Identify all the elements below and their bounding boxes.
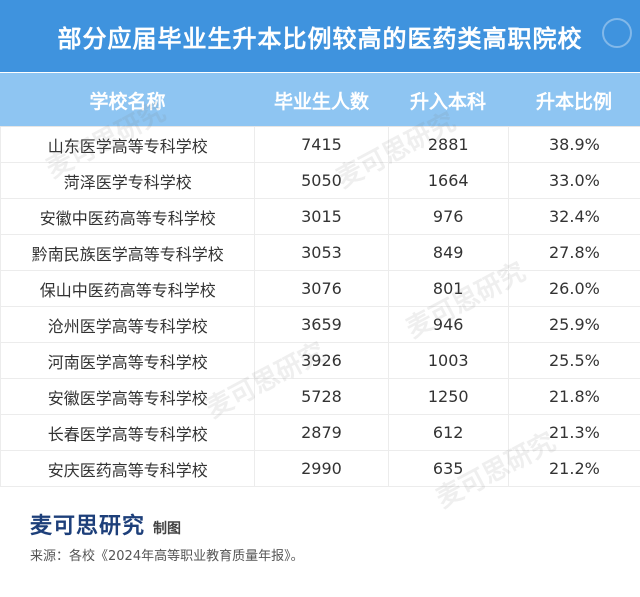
table-row: 保山中医药高等专科学校 3076 801 26.0% <box>0 271 640 307</box>
cell-upgrade: 849 <box>389 235 509 270</box>
cell-school: 保山中医药高等专科学校 <box>0 271 256 306</box>
header-upgrade: 升入本科 <box>409 90 486 113</box>
cell-ratio: 27.8% <box>549 243 600 262</box>
cell-ratio: 38.9% <box>549 135 600 154</box>
cell-upgrade: 1664 <box>389 163 509 198</box>
cell-graduates: 2990 <box>255 451 389 486</box>
cell-school: 沧州医学高等专科学校 <box>0 307 256 342</box>
cell-school: 山东医学高等专科学校 <box>0 127 256 162</box>
table-body: 山东医学高等专科学校 7415 2881 38.9% 菏泽医学专科学校 5050 1664 3… <box>0 126 640 487</box>
cell-ratio: 33.0% <box>549 171 600 190</box>
cell-school: 安徽中医药高等专科学校 <box>0 199 256 234</box>
cell-ratio: 21.3% <box>549 423 600 442</box>
table-row: 沧州医学高等专科学校 3659 946 25.9% <box>0 307 640 343</box>
cell-graduates: 7415 <box>255 127 389 162</box>
cell-upgrade: 2881 <box>389 127 509 162</box>
table-row: 长春医学高等专科学校 2879 612 21.3% <box>0 415 640 451</box>
cell-school: 安庆医药高等专科学校 <box>0 451 256 486</box>
cell-graduates: 5728 <box>255 379 389 414</box>
cell-school: 长春医学高等专科学校 <box>0 415 256 450</box>
source-note: 来源：各校《2024年高等职业教育质量年报》。 <box>30 549 304 564</box>
cell-upgrade: 976 <box>389 199 509 234</box>
cell-ratio: 21.2% <box>549 459 600 478</box>
cell-graduates: 3015 <box>255 199 389 234</box>
header-ratio: 升本比例 <box>535 90 612 113</box>
cell-graduates: 5050 <box>255 163 389 198</box>
cell-upgrade: 1003 <box>389 343 509 378</box>
brand-name: 麦可思研究 <box>30 514 146 539</box>
page-title: 部分应届毕业生升本比例较高的医药类高职院校 <box>57 24 583 53</box>
cell-upgrade: 946 <box>389 307 509 342</box>
cell-school: 河南医学高等专科学校 <box>0 343 256 378</box>
table-row: 安庆医药高等专科学校 2990 635 21.2% <box>0 451 640 487</box>
table-row: 河南医学高等专科学校 3926 1003 25.5% <box>0 343 640 379</box>
cell-ratio: 26.0% <box>549 279 600 298</box>
header-graduates: 毕业生人数 <box>273 90 369 113</box>
corner-logo-icon <box>602 18 632 48</box>
cell-school: 菏泽医学专科学校 <box>0 163 256 198</box>
cell-ratio: 25.9% <box>549 315 600 334</box>
cell-upgrade: 801 <box>389 271 509 306</box>
table-row: 菏泽医学专科学校 5050 1664 33.0% <box>0 163 640 199</box>
cell-ratio: 32.4% <box>549 207 600 226</box>
cell-upgrade: 1250 <box>389 379 509 414</box>
brand-made-by: 制图 <box>153 521 182 537</box>
table-row: 黔南民族医学高等专科学校 3053 849 27.8% <box>0 235 640 271</box>
cell-school: 安徽医学高等专科学校 <box>0 379 256 414</box>
cell-upgrade: 612 <box>389 415 509 450</box>
table-row: 山东医学高等专科学校 7415 2881 38.9% <box>0 127 640 163</box>
page-title-bar: 部分应届毕业生升本比例较高的医药类高职院校 <box>0 0 640 72</box>
cell-graduates: 3659 <box>255 307 389 342</box>
footer-brand: 麦可思研究 制图 <box>30 508 181 540</box>
table-header: 学校名称 毕业生人数 升入本科 升本比例 <box>0 72 640 127</box>
table-row: 安徽医学高等专科学校 5728 1250 21.8% <box>0 379 640 415</box>
cell-graduates: 3076 <box>255 271 389 306</box>
cell-ratio: 25.5% <box>549 351 600 370</box>
cell-graduates: 3926 <box>255 343 389 378</box>
cell-graduates: 2879 <box>255 415 389 450</box>
cell-upgrade: 635 <box>389 451 509 486</box>
cell-ratio: 21.8% <box>549 387 600 406</box>
header-school: 学校名称 <box>89 90 166 113</box>
table-row: 安徽中医药高等专科学校 3015 976 32.4% <box>0 199 640 235</box>
cell-school: 黔南民族医学高等专科学校 <box>0 235 256 270</box>
cell-graduates: 3053 <box>255 235 389 270</box>
